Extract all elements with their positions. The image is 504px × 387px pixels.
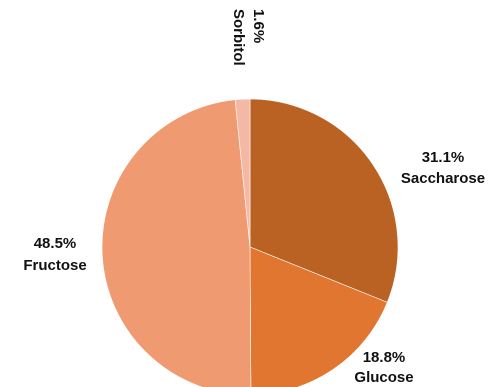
slice-label-sorbitol-name: Sorbitol [230,9,247,66]
slice-label-sorbitol-percent: 1.6% [250,9,267,43]
slice-label-saccharose-percent: 31.1% [422,149,465,166]
pie-slice-sorbitol [234,98,251,248]
slice-label-glucose-name: Glucose [354,369,413,386]
slice-label-glucose-percent: 18.8% [363,349,406,366]
slice-label-fructose-name: Fructose [23,257,86,274]
pie-slice-glucose [249,246,388,387]
slice-label-saccharose-name: Saccharose [401,170,485,187]
pie-slice-saccharose [249,98,399,303]
slice-label-fructose-percent: 48.5% [34,235,77,252]
pie-slices [101,98,399,387]
pie-slice-fructose [101,99,252,387]
